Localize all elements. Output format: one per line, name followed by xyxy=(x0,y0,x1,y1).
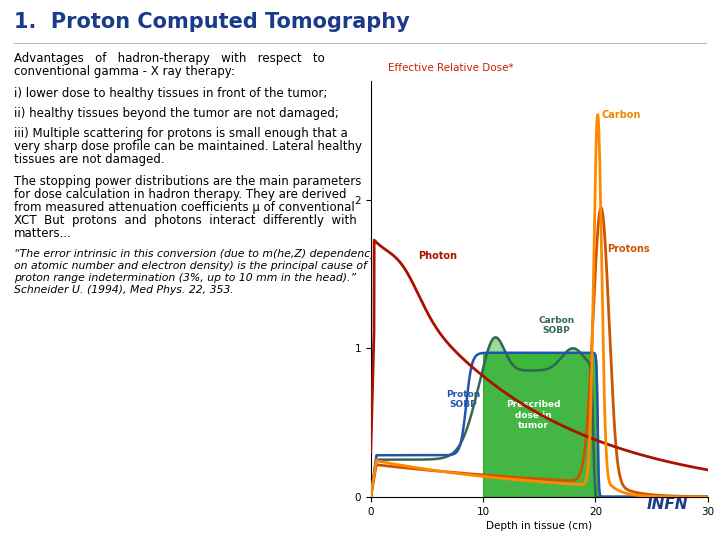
Text: Carbon
SOBP: Carbon SOBP xyxy=(538,315,575,335)
Text: for dose calculation in hadron therapy. They are derived: for dose calculation in hadron therapy. … xyxy=(14,188,346,201)
Text: Schneider U. (1994), Med Phys. 22, 353.: Schneider U. (1994), Med Phys. 22, 353. xyxy=(14,285,234,295)
Text: proton range indetermination (3%, up to 10 mm in the head).”: proton range indetermination (3%, up to … xyxy=(14,273,356,283)
Text: Effective Relative Dose*: Effective Relative Dose* xyxy=(387,63,513,73)
Text: Prescribed
dose in
tumor: Prescribed dose in tumor xyxy=(506,400,561,430)
Text: INFN: INFN xyxy=(647,497,688,512)
Text: ii) healthy tissues beyond the tumor are not damaged;: ii) healthy tissues beyond the tumor are… xyxy=(14,107,339,120)
Text: Photon: Photon xyxy=(418,251,457,261)
Text: iii) Multiple scattering for protons is small enough that a: iii) Multiple scattering for protons is … xyxy=(14,127,348,140)
Text: The stopping power distributions are the main parameters: The stopping power distributions are the… xyxy=(14,175,361,188)
Text: i) lower dose to healthy tissues in front of the tumor;: i) lower dose to healthy tissues in fron… xyxy=(14,87,328,100)
Text: from measured attenuation coefficients μ of conventional: from measured attenuation coefficients μ… xyxy=(14,201,355,214)
Text: tissues are not damaged.: tissues are not damaged. xyxy=(14,153,165,166)
Text: conventional gamma - X ray therapy:: conventional gamma - X ray therapy: xyxy=(14,65,235,78)
Text: Protons: Protons xyxy=(607,244,649,254)
Text: very sharp dose profile can be maintained. Lateral healthy: very sharp dose profile can be maintaine… xyxy=(14,140,362,153)
Text: on atomic number and electron density) is the principal cause of: on atomic number and electron density) i… xyxy=(14,261,367,271)
Text: Carbon: Carbon xyxy=(601,110,640,120)
Text: 1.  Proton Computed Tomography: 1. Proton Computed Tomography xyxy=(14,12,410,32)
Text: “The error intrinsic in this conversion (due to m(he,Z) dependency: “The error intrinsic in this conversion … xyxy=(14,249,377,259)
X-axis label: Depth in tissue (cm): Depth in tissue (cm) xyxy=(486,521,593,531)
Text: Proton
SOBP: Proton SOBP xyxy=(446,390,480,409)
Text: XCT  But  protons  and  photons  interact  differently  with: XCT But protons and photons interact dif… xyxy=(14,214,356,227)
Text: matters...: matters... xyxy=(14,227,72,240)
Text: Advantages   of   hadron-therapy   with   respect   to: Advantages of hadron-therapy with respec… xyxy=(14,52,325,65)
